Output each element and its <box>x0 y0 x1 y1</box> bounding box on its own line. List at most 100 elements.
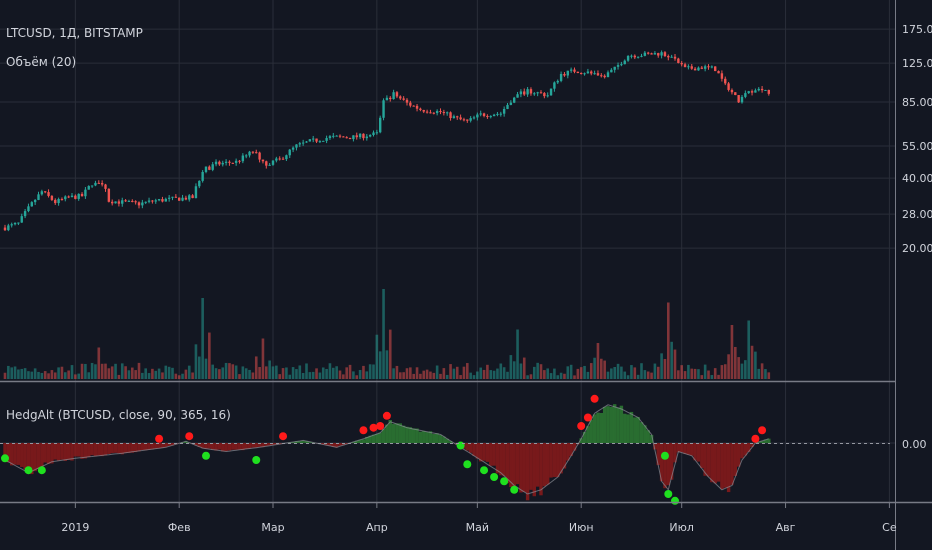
hedgalt-column <box>703 443 707 476</box>
hedgalt-column <box>6 443 11 463</box>
signal-dot-green <box>24 466 33 475</box>
hedgalt-column <box>157 443 161 449</box>
candle-body <box>580 73 583 75</box>
hedgalt-column <box>589 419 593 443</box>
candle-body <box>154 200 157 202</box>
candle-body <box>472 117 476 119</box>
candle-body <box>720 73 724 79</box>
candle-body <box>395 92 399 97</box>
candle-body <box>60 198 64 200</box>
volume-bar <box>57 367 60 379</box>
candle-body <box>50 195 54 200</box>
candle-body <box>402 98 405 100</box>
volume-bar <box>747 320 750 379</box>
candle-body <box>248 151 251 156</box>
candle-body <box>84 189 87 197</box>
hedgalt-column <box>80 443 84 459</box>
indicator-legend[interactable]: HedgAlt (BTCUSD, close, 90, 365, 16) <box>6 408 231 422</box>
volume-bar <box>244 368 248 379</box>
hedgalt-column <box>489 443 493 466</box>
volume-bar <box>47 373 50 379</box>
candle-body <box>563 73 566 76</box>
candle-body <box>760 88 764 91</box>
candle-body <box>385 97 389 101</box>
volume-bar <box>479 367 482 379</box>
hedgalt-column <box>36 443 41 469</box>
hedgalt-column <box>619 405 624 443</box>
hedgalt-column <box>726 443 731 493</box>
candle-body <box>204 166 208 172</box>
hedgalt-column <box>592 414 597 443</box>
price-candles[interactable] <box>3 50 770 232</box>
hedgalt-column <box>298 441 302 443</box>
candle-body <box>620 64 623 66</box>
volume-bar <box>30 371 34 379</box>
hedgalt-column <box>160 443 165 448</box>
symbol-title[interactable]: LTCUSD, 1Д, BITSTAMP <box>6 26 143 40</box>
price-axis-labels[interactable]: 175.00 125.00 85.00 55.00 40.00 28.00 20.00 <box>902 23 932 255</box>
candle-body <box>767 89 770 94</box>
hedgalt-column <box>63 443 67 461</box>
candle-body <box>724 78 727 84</box>
hedgalt-column <box>669 443 674 480</box>
candle-body <box>167 197 171 199</box>
volume-bar <box>740 363 744 379</box>
hedgalt-column <box>415 428 419 443</box>
volume-legend[interactable]: Объём (20) <box>6 55 76 69</box>
candle-body <box>114 201 117 204</box>
candle-body <box>740 96 744 103</box>
volume-bar <box>472 375 476 379</box>
hedgalt-column <box>740 443 744 459</box>
candle-body <box>754 90 757 93</box>
signal-dot-red <box>577 422 586 430</box>
candle-body <box>3 227 7 231</box>
hedgalt-column <box>405 426 409 443</box>
volume-bar <box>646 371 650 379</box>
volume-bar <box>623 371 627 379</box>
hedgalt-column <box>184 441 188 443</box>
candle-body <box>613 66 616 70</box>
hedgalt-column <box>254 443 258 448</box>
candle-body <box>224 161 228 163</box>
candle-body <box>23 211 27 217</box>
candle-body <box>291 147 295 150</box>
candle-body <box>600 75 603 77</box>
volume-bar <box>107 368 111 379</box>
hedgalt-column <box>465 443 469 451</box>
volume-bar <box>469 372 472 379</box>
time-axis-labels[interactable]: 2019 Фев Мар Апр Май Июн Июл Авг Се <box>61 521 897 534</box>
candle-body <box>100 183 104 185</box>
candle-body <box>348 137 352 140</box>
hedgalt-column <box>716 443 721 482</box>
candle-body <box>593 73 596 75</box>
volume-bar <box>760 363 764 379</box>
volume-bar <box>593 357 596 379</box>
hedgalt-column <box>582 431 587 443</box>
candle-body <box>583 73 586 75</box>
volume-bar <box>224 362 228 379</box>
candle-body <box>513 97 516 103</box>
volume-bar <box>368 364 372 379</box>
hedgalt-column <box>53 443 57 460</box>
candle-body <box>643 52 647 56</box>
volume-bar <box>660 353 663 379</box>
candle-body <box>650 53 653 55</box>
price-tick-label: 28.00 <box>902 208 932 221</box>
hedgalt-column <box>16 443 21 465</box>
volume-bar <box>385 350 389 379</box>
volume-bar <box>218 369 221 379</box>
volume-bar <box>613 366 616 379</box>
volume-bar <box>439 373 442 379</box>
signal-dot-green <box>252 456 261 464</box>
candle-body <box>298 143 301 145</box>
hedgalt-column <box>666 443 670 486</box>
hedgalt-column <box>633 417 637 443</box>
signal-dot-green <box>671 496 679 505</box>
volume-bar <box>187 365 191 379</box>
candle-body <box>750 91 754 93</box>
volume-bar <box>33 368 37 379</box>
volume-bar <box>298 365 302 379</box>
volume-bar <box>191 372 194 379</box>
